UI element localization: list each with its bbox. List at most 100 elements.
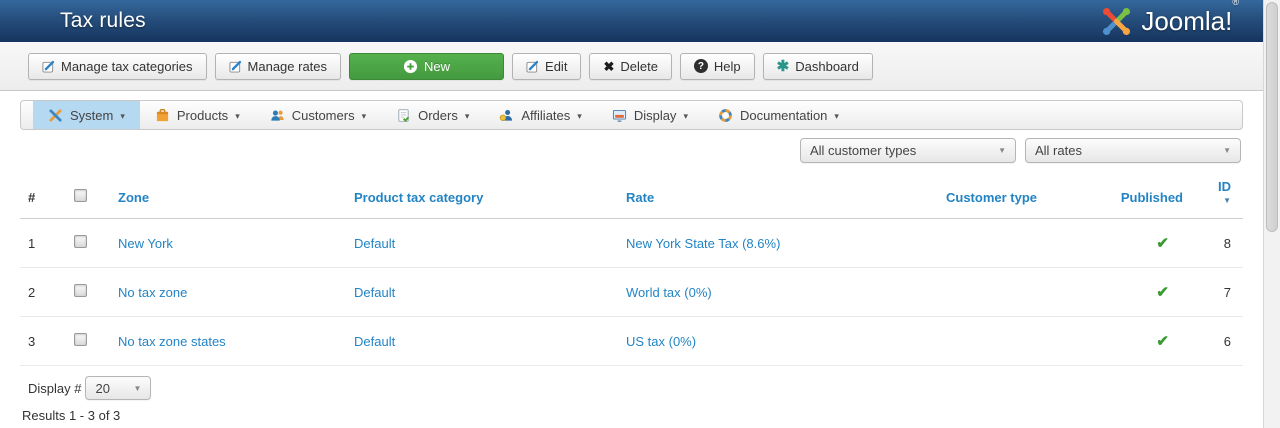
chevron-down-icon: ▾ <box>683 110 688 121</box>
chevron-down-icon: ▼ <box>1223 146 1231 155</box>
header-customer-type[interactable]: Customer type <box>934 169 1083 219</box>
table-row: 3 No tax zone states Default US tax (0%)… <box>20 316 1243 366</box>
sort-desc-icon[interactable]: ▼ <box>1223 196 1231 205</box>
zone-link[interactable]: No tax zone <box>118 284 188 300</box>
header-published[interactable]: Published <box>1083 169 1203 219</box>
affiliate-user-icon <box>499 108 514 123</box>
filter-bar: All customer types ▼ All rates ▼ <box>22 138 1241 163</box>
row-id: 8 <box>1203 218 1243 268</box>
button-label: Manage tax categories <box>61 58 193 74</box>
manage-tax-categories-button[interactable]: Manage tax categories <box>28 52 207 80</box>
chevron-down-icon: ▾ <box>361 110 367 121</box>
toolbar: Manage tax categories Manage rates New E… <box>0 42 1263 91</box>
joomla-logo-icon <box>1100 5 1133 38</box>
chevron-down-icon: ▼ <box>133 383 142 393</box>
header-product-tax-category[interactable]: Product tax category <box>342 169 614 219</box>
display-count-label: Display # <box>28 380 82 396</box>
zone-link[interactable]: New York <box>118 235 173 251</box>
order-doc-icon <box>396 108 411 123</box>
button-label: Help <box>713 58 741 74</box>
row-id: 7 <box>1203 267 1243 317</box>
header-checkbox-cell <box>60 169 106 219</box>
help-button[interactable]: ? Help <box>679 52 755 80</box>
row-checkbox-cell <box>60 267 106 317</box>
row-checkbox[interactable] <box>74 235 87 248</box>
results-counter: Results 1 - 3 of 3 <box>22 408 121 423</box>
row-num: 3 <box>20 316 60 366</box>
select-value: All customer types <box>810 143 917 158</box>
select-all-checkbox[interactable] <box>74 189 87 202</box>
delete-button[interactable]: ✖ Delete <box>589 52 672 80</box>
customer-type-cell <box>934 218 1083 268</box>
customer-type-filter-select[interactable]: All customer types ▼ <box>800 138 1016 163</box>
product-tax-category-link[interactable]: Default <box>354 333 396 349</box>
menu-item-products[interactable]: Products ▾ <box>140 101 255 129</box>
product-tax-category-link[interactable]: Default <box>354 235 396 251</box>
published-check-icon[interactable]: ✔ <box>1156 284 1169 301</box>
asterisk-icon: ✱ <box>776 57 790 75</box>
display-count-select[interactable]: 20 ▼ <box>85 376 152 400</box>
button-label: Dashboard <box>795 58 859 74</box>
rate-link[interactable]: World tax (0%) <box>626 284 712 300</box>
chevron-down-icon: ▾ <box>834 110 839 121</box>
rate-link[interactable]: US tax (0%) <box>626 333 697 349</box>
table-row: 1 New York Default New York State Tax (8… <box>20 218 1243 268</box>
chevron-down-icon: ▾ <box>577 110 582 121</box>
row-num: 1 <box>20 218 60 268</box>
rate-link[interactable]: New York State Tax (8.6%) <box>626 235 781 251</box>
menu-item-affiliates[interactable]: Affiliates ▾ <box>484 101 596 129</box>
menu-item-system[interactable]: System ▾ <box>33 101 140 129</box>
tools-icon <box>48 108 63 123</box>
row-checkbox[interactable] <box>74 333 87 346</box>
vertical-scrollbar[interactable] <box>1263 0 1280 428</box>
edit-button[interactable]: Edit <box>512 52 582 80</box>
edit-icon <box>228 60 242 73</box>
scrollbar-thumb[interactable] <box>1266 2 1278 232</box>
button-label: New <box>424 58 451 74</box>
segmented-circle-icon <box>718 108 733 123</box>
menu-item-label: Customers <box>291 107 355 123</box>
header-id[interactable]: ID ▼ <box>1203 169 1243 219</box>
menu-item-documentation[interactable]: Documentation ▾ <box>703 101 854 129</box>
published-check-icon[interactable]: ✔ <box>1156 235 1169 252</box>
row-checkbox[interactable] <box>74 284 87 297</box>
menu-item-label: Products <box>176 107 229 123</box>
header-zone[interactable]: Zone <box>106 169 342 219</box>
brand-label: Joomla! <box>1141 5 1233 36</box>
manage-rates-button[interactable]: Manage rates <box>214 52 342 80</box>
row-checkbox-cell <box>60 218 106 268</box>
button-label: Delete <box>620 58 658 74</box>
select-value: 20 <box>95 380 110 396</box>
row-id: 6 <box>1203 316 1243 366</box>
menu-item-customers[interactable]: Customers ▾ <box>255 101 381 129</box>
rates-filter-select[interactable]: All rates ▼ <box>1025 138 1241 163</box>
new-button[interactable]: New <box>349 52 505 80</box>
menu-item-orders[interactable]: Orders ▾ <box>381 101 484 129</box>
dashboard-button[interactable]: ✱ Dashboard <box>762 52 873 80</box>
header-id-label: ID <box>1218 179 1231 194</box>
tax-rules-table: # Zone Product tax category Rate Custome… <box>20 169 1243 366</box>
menu-item-display[interactable]: Display ▾ <box>597 101 703 129</box>
menu-item-label: Orders <box>418 107 458 123</box>
menu-item-label: System <box>70 107 114 123</box>
customer-type-cell <box>934 316 1083 366</box>
table-row: 2 No tax zone Default World tax (0%) ✔ 7 <box>20 267 1243 317</box>
row-num: 2 <box>20 267 60 317</box>
box-icon <box>155 108 170 123</box>
header-rate[interactable]: Rate <box>614 169 934 219</box>
select-value: All rates <box>1035 143 1082 158</box>
joomla-brand: Joomla!® <box>1100 0 1239 38</box>
product-tax-category-link[interactable]: Default <box>354 284 396 300</box>
x-icon: ✖ <box>603 58 615 74</box>
button-label: Edit <box>545 58 568 74</box>
zone-link[interactable]: No tax zone states <box>118 333 226 349</box>
customer-type-cell <box>934 267 1083 317</box>
published-check-icon[interactable]: ✔ <box>1156 333 1169 350</box>
brand-text: Joomla!® <box>1141 0 1239 37</box>
chevron-down-icon: ▾ <box>464 110 470 121</box>
registered-mark: ® <box>1232 0 1239 7</box>
row-checkbox-cell <box>60 316 106 366</box>
menubar: System ▾ Products ▾ Customers ▾ Orders ▾ <box>20 100 1243 130</box>
page-title: Tax rules <box>60 9 146 32</box>
